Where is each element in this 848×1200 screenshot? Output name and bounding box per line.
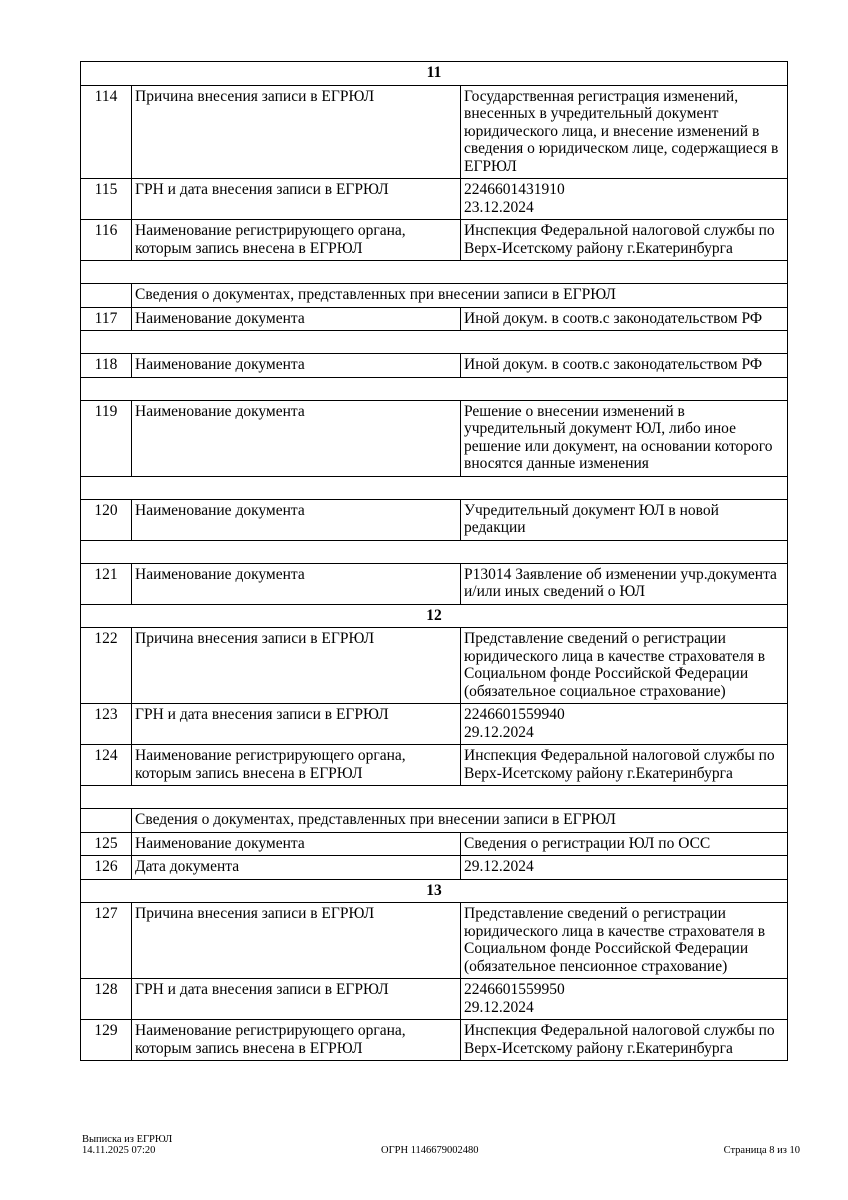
field-label: ГРН и дата внесения записи в ЕГРЮЛ	[131, 178, 461, 220]
footer-datetime: 14.11.2025 07:20	[82, 1145, 156, 1156]
field-label: Наименование регистрирующего органа, кот…	[131, 744, 461, 786]
subheader-text: Сведения о документах, представленных пр…	[131, 283, 788, 308]
field-label: Дата документа	[131, 855, 461, 880]
row-number: 125	[80, 831, 132, 856]
row-number: 114	[80, 84, 132, 179]
row-number: 122	[80, 627, 132, 704]
row-number: 116	[80, 219, 132, 261]
table-row: 123 ГРН и дата внесения записи в ЕГРЮЛ 224…	[80, 703, 788, 745]
field-label: Наименование документа	[131, 562, 461, 605]
section-header: 11	[80, 61, 788, 86]
row-number: 127	[80, 902, 132, 979]
field-value: 2246601431910 23.12.2024	[460, 178, 788, 220]
field-value: Представление сведений о регистрации юри…	[460, 902, 788, 979]
spacer-row	[80, 376, 788, 401]
table-row: 119 Наименование документа Решение о внесе…	[80, 399, 788, 477]
spacer-row	[80, 260, 788, 284]
spacer-row	[80, 539, 788, 564]
row-number: 124	[80, 744, 132, 786]
field-label: Причина внесения записи в ЕГРЮЛ	[131, 627, 461, 704]
empty-cell	[80, 376, 788, 401]
footer-ogrn: ОГРН 1146679002480	[381, 1145, 479, 1156]
field-value: Решение о внесении изменений в учредител…	[460, 399, 788, 477]
section-header: 12	[80, 603, 788, 628]
table-row: 120 Наименование документа Учредительный д…	[80, 498, 788, 541]
footer-doc-title: Выписка из ЕГРЮЛ	[82, 1134, 173, 1145]
field-label: Наименование документа	[131, 498, 461, 541]
row-number: 115	[80, 178, 132, 220]
field-value: 29.12.2024	[460, 855, 788, 880]
table-row: 122 Причина внесения записи в ЕГРЮЛ Предст…	[80, 627, 788, 704]
documents-subheader: Сведения о документах, представленных пр…	[80, 808, 788, 833]
table-row: 125 Наименование документа Сведения о реги…	[80, 831, 788, 856]
field-value: Представление сведений о регистрации юри…	[460, 627, 788, 704]
empty-cell	[80, 283, 132, 308]
table-row: 114 Причина внесения записи в ЕГРЮЛ Госуда…	[80, 84, 788, 179]
spacer-row	[80, 330, 788, 354]
empty-cell	[80, 539, 788, 564]
egrul-records-table: 11 114 Причина внесения записи в ЕГРЮЛ Госу…	[80, 61, 788, 1061]
spacer-row	[80, 475, 788, 500]
documents-subheader: Сведения о документах, представленных пр…	[80, 283, 788, 308]
field-label: ГРН и дата внесения записи в ЕГРЮЛ	[131, 978, 461, 1020]
row-number: 117	[80, 306, 132, 331]
field-label: Причина внесения записи в ЕГРЮЛ	[131, 902, 461, 979]
row-number: 119	[80, 399, 132, 477]
field-label: Наименование документа	[131, 399, 461, 477]
field-value: Иной докум. в соотв.с законодательством …	[460, 306, 788, 331]
field-value: Инспекция Федеральной налоговой службы п…	[460, 219, 788, 261]
footer-left: Выписка из ЕГРЮЛ 14.11.2025 07:20	[82, 1134, 172, 1156]
empty-cell	[80, 330, 788, 354]
section-number: 13	[80, 878, 788, 903]
table-row: 129 Наименование регистрирующего органа, …	[80, 1019, 788, 1061]
empty-cell	[80, 808, 132, 833]
field-value: Р13014 Заявление об изменении учр.докуме…	[460, 562, 788, 605]
field-label: ГРН и дата внесения записи в ЕГРЮЛ	[131, 703, 461, 745]
field-value: Сведения о регистрации ЮЛ по ОСС	[460, 831, 788, 856]
empty-cell	[80, 785, 788, 809]
field-value: 2246601559950 29.12.2024	[460, 978, 788, 1020]
table-row: 117 Наименование документа Иной докум. в с…	[80, 306, 788, 331]
table-row: 127 Причина внесения записи в ЕГРЮЛ Предст…	[80, 902, 788, 979]
field-value: Иной докум. в соотв.с законодательством …	[460, 353, 788, 378]
row-number: 120	[80, 498, 132, 541]
empty-cell	[80, 475, 788, 500]
row-number: 123	[80, 703, 132, 745]
table-row: 126 Дата документа 29.12.2024	[80, 855, 788, 880]
spacer-row	[80, 785, 788, 809]
table-row: 121 Наименование документа Р13014 Заявлени…	[80, 562, 788, 605]
row-number: 121	[80, 562, 132, 605]
empty-cell	[80, 260, 788, 284]
field-value: Инспекция Федеральной налоговой службы п…	[460, 744, 788, 786]
row-number: 129	[80, 1019, 132, 1061]
field-label: Наименование документа	[131, 831, 461, 856]
row-number: 118	[80, 353, 132, 378]
section-number: 11	[80, 61, 788, 86]
field-label: Наименование документа	[131, 306, 461, 331]
footer-page-number: Страница 8 из 10	[723, 1145, 800, 1156]
subheader-text: Сведения о документах, представленных пр…	[131, 808, 788, 833]
field-label: Наименование регистрирующего органа, кот…	[131, 1019, 461, 1061]
row-number: 126	[80, 855, 132, 880]
field-label: Наименование регистрирующего органа, кот…	[131, 219, 461, 261]
section-header: 13	[80, 878, 788, 903]
field-value: Учредительный документ ЮЛ в новой редакц…	[460, 498, 788, 541]
field-value: 2246601559940 29.12.2024	[460, 703, 788, 745]
section-number: 12	[80, 603, 788, 628]
table-row: 116 Наименование регистрирующего органа, …	[80, 219, 788, 261]
field-label: Причина внесения записи в ЕГРЮЛ	[131, 84, 461, 179]
table-row: 115 ГРН и дата внесения записи в ЕГРЮЛ 224…	[80, 178, 788, 220]
field-value: Государственная регистрация изменений, в…	[460, 84, 788, 179]
field-value: Инспекция Федеральной налоговой службы п…	[460, 1019, 788, 1061]
table-row: 118 Наименование документа Иной докум. в с…	[80, 353, 788, 378]
table-row: 124 Наименование регистрирующего органа, …	[80, 744, 788, 786]
field-label: Наименование документа	[131, 353, 461, 378]
table-row: 128 ГРН и дата внесения записи в ЕГРЮЛ 224…	[80, 978, 788, 1020]
row-number: 128	[80, 978, 132, 1020]
